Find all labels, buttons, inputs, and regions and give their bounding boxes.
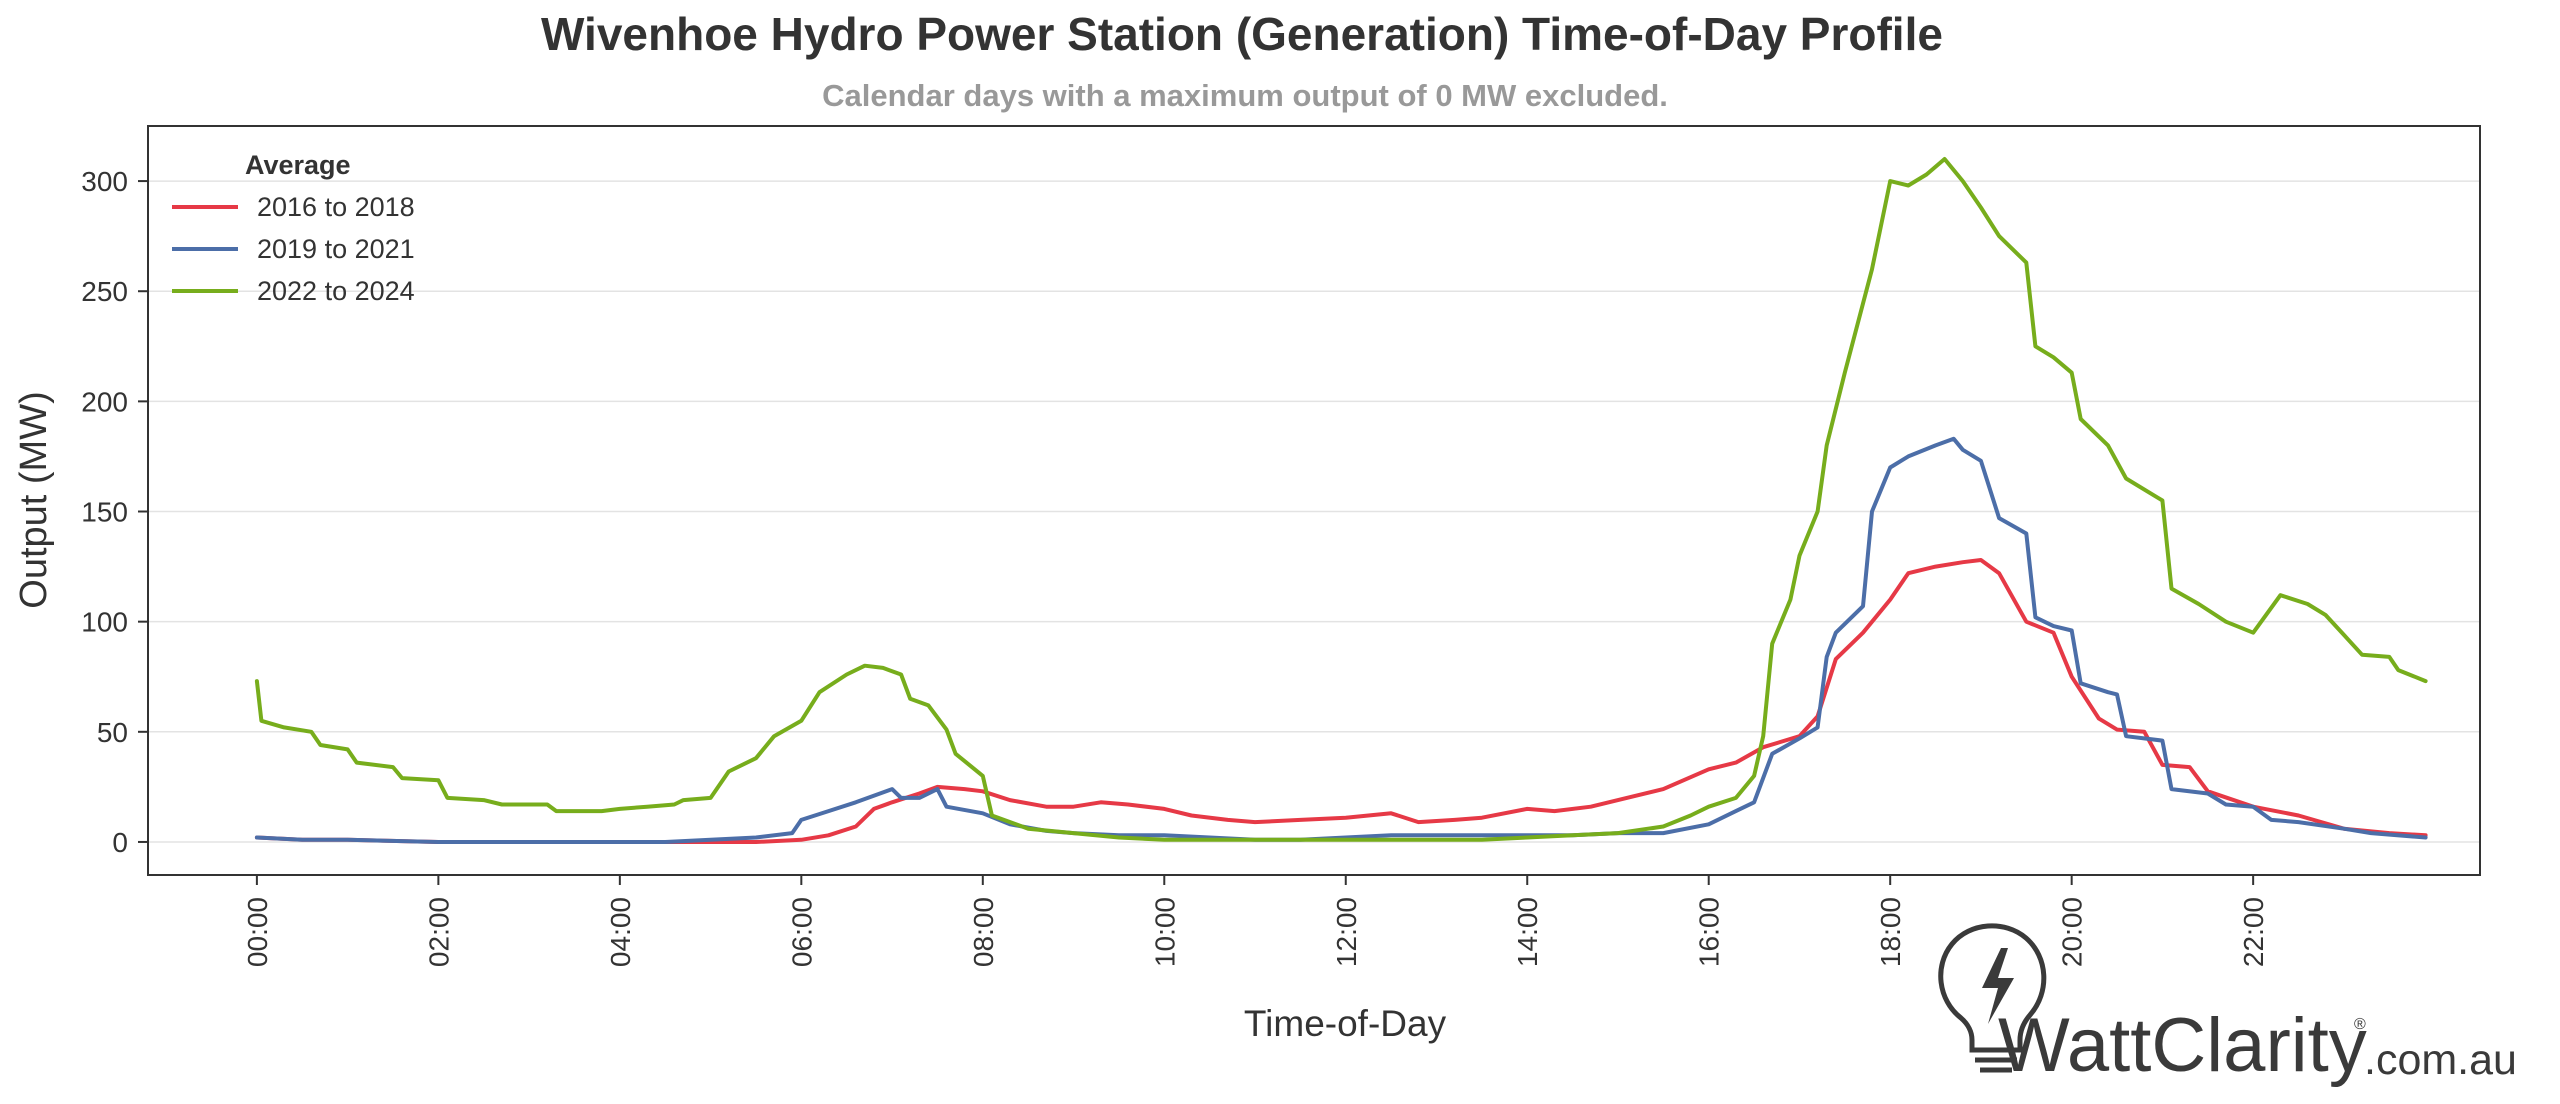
y-axis-label: Output (MW)	[13, 391, 55, 608]
x-tick-label: 12:00	[1331, 897, 1362, 967]
y-tick-label: 0	[112, 827, 128, 858]
plot-area	[147, 125, 2481, 876]
x-tick-label: 00:00	[242, 897, 273, 967]
x-tick-label: 08:00	[968, 897, 999, 967]
series-line-1	[254, 558, 2428, 844]
x-tick-label: 04:00	[605, 897, 636, 967]
y-axis-ticks: 0 50 100 150 200 250 300	[81, 166, 148, 858]
x-tick-label: 06:00	[786, 897, 817, 967]
wattclarity-logo: WattClarity ® .com.au	[1938, 923, 2517, 1088]
brand-domain: .com.au	[2364, 1036, 2517, 1084]
chart-subtitle: Calendar days with a maximum output of 0…	[822, 78, 1668, 113]
legend-title: Average	[245, 150, 351, 180]
grid-lines	[148, 180, 2480, 843]
lightbulb-bolt-icon	[1938, 923, 2047, 1073]
brand-name: WattClarity	[1998, 1003, 2367, 1088]
chart-title: Wivenhoe Hydro Power Station (Generation…	[541, 8, 1943, 60]
x-tick-label: 16:00	[1694, 897, 1725, 967]
x-tick-label: 14:00	[1512, 897, 1543, 967]
legend-label: 2019 to 2021	[257, 234, 415, 264]
x-tick-label: 18:00	[1875, 897, 1906, 967]
y-tick-label: 100	[81, 607, 128, 638]
x-axis-label: Time-of-Day	[1244, 1003, 1447, 1044]
y-tick-label: 50	[97, 717, 128, 748]
x-tick-label: 22:00	[2238, 897, 2269, 967]
y-tick-label: 150	[81, 497, 128, 528]
x-axis-ticks: 00:00 02:00 04:00 06:00 08:00 10:00 12:00 14:00…	[242, 875, 2269, 967]
series-line-3	[254, 157, 2428, 842]
y-tick-label: 300	[81, 166, 128, 197]
series-lines	[254, 157, 2428, 844]
legend: Average 2016 to 2018 2019 to 2021 2022 to …	[172, 150, 415, 306]
series-line-2	[254, 436, 2428, 844]
y-tick-label: 200	[81, 386, 128, 417]
x-tick-label: 20:00	[2057, 897, 2088, 967]
brand-registered: ®	[2354, 1016, 2366, 1033]
legend-label: 2022 to 2024	[257, 276, 415, 306]
x-tick-label: 02:00	[423, 897, 454, 967]
legend-label: 2016 to 2018	[257, 192, 415, 222]
x-tick-label: 10:00	[1149, 897, 1180, 967]
y-tick-label: 250	[81, 276, 128, 307]
